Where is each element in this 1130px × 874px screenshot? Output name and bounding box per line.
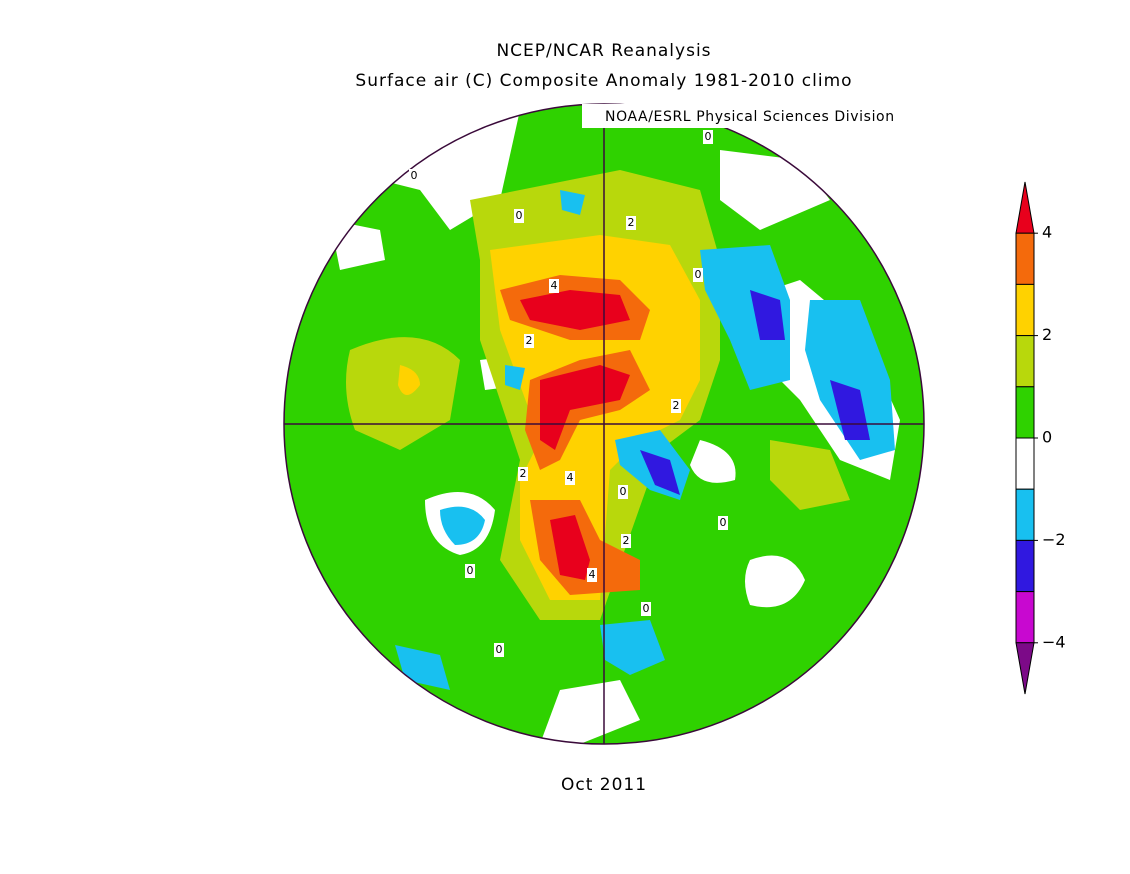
contour-label: 2 <box>526 334 533 347</box>
contour-label-box <box>565 471 575 485</box>
contour-label-box <box>514 209 524 223</box>
contour-label: 2 <box>628 216 635 229</box>
contour-label: 0 <box>643 602 650 615</box>
contour-label: 4 <box>589 568 596 581</box>
contour-label: 0 <box>411 169 418 182</box>
contour-labels: 0 0 0 2 4 2 0 2 2 4 0 0 2 4 0 0 0 <box>409 130 728 657</box>
contour-label: 4 <box>551 279 558 292</box>
colorbar: 4 2 0 −2 −4 <box>1015 181 1066 695</box>
contour-label-box <box>693 268 703 282</box>
contour-label: 0 <box>705 130 712 143</box>
colorbar-tick-label: 0 <box>1042 428 1052 447</box>
subtitle: Surface air (C) Composite Anomaly 1981-2… <box>355 71 852 91</box>
colorbar-segment <box>1015 437 1035 490</box>
contour-label: 0 <box>695 268 702 281</box>
colorbar-segment <box>1015 386 1035 439</box>
colorbar-cap <box>1015 181 1035 234</box>
credit: NOAA/ESRL Physical Sciences Division <box>605 109 895 125</box>
colorbar-segment <box>1015 335 1035 388</box>
contour-label-box <box>671 399 681 413</box>
colorbar-segment <box>1015 539 1035 593</box>
colorbar-tick-label: −2 <box>1042 530 1066 549</box>
contour-label: 2 <box>623 534 630 547</box>
contour-label: 2 <box>673 399 680 412</box>
contour-label-box <box>518 467 528 481</box>
contour-label: 0 <box>496 643 503 656</box>
colorbar-cap <box>1015 642 1035 695</box>
contour-label-box <box>618 485 628 499</box>
contour-label-box <box>409 169 419 183</box>
contour-label-box <box>718 516 728 530</box>
credit-box <box>582 104 922 128</box>
colorbar-segment <box>1015 283 1035 337</box>
contour-label: 0 <box>620 485 627 498</box>
colorbar-tick-label: 4 <box>1042 223 1052 242</box>
colorbar-tick-label: −4 <box>1042 632 1066 651</box>
contour-label: 0 <box>467 564 474 577</box>
contour-label-box <box>621 534 631 548</box>
contour-label-box <box>626 216 636 230</box>
contour-label-box <box>494 643 504 657</box>
contour-label-box <box>524 334 534 348</box>
contour-label: 0 <box>516 209 523 222</box>
contour-label: 4 <box>567 471 574 484</box>
colorbar-segment <box>1015 232 1035 285</box>
contour-label-box <box>465 564 475 578</box>
contour-label-box <box>641 602 651 616</box>
contour-label-box <box>587 568 597 582</box>
colorbar-segment <box>1015 591 1035 644</box>
colorbar-segment <box>1015 488 1035 541</box>
contour-label-box <box>549 279 559 293</box>
contour-label: 0 <box>720 516 727 529</box>
title: NCEP/NCAR Reanalysis <box>496 41 711 61</box>
contour-label: 2 <box>520 467 527 480</box>
date: Oct 2011 <box>561 775 647 795</box>
contour-label-box <box>703 130 713 144</box>
colorbar-tick-label: 2 <box>1042 325 1052 344</box>
